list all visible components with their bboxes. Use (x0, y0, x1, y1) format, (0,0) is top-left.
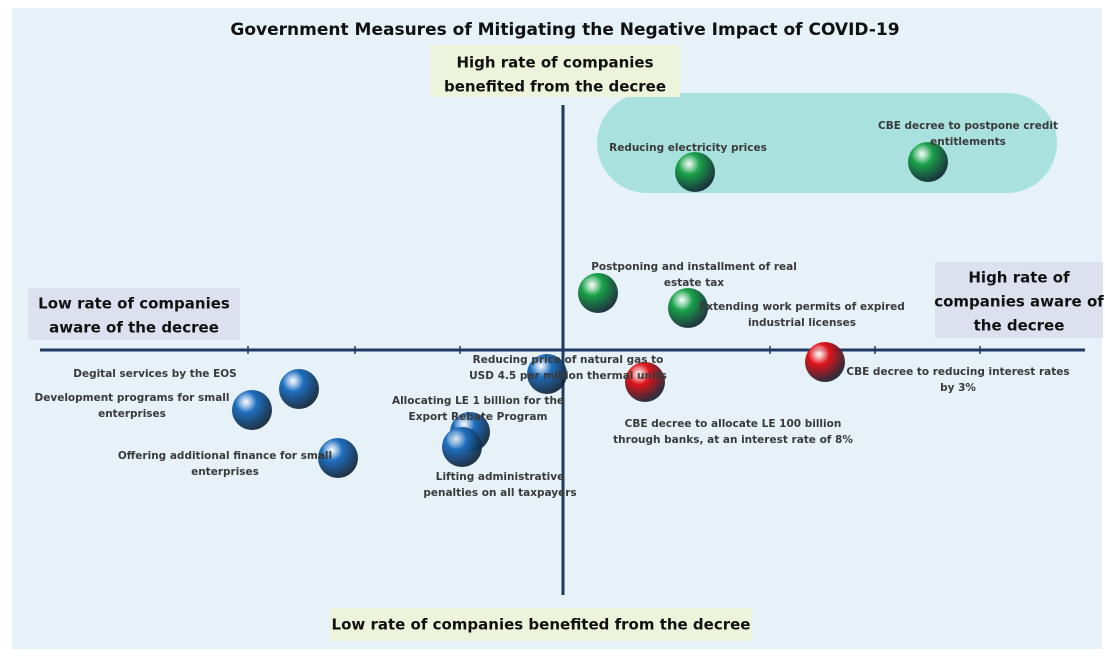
node-label: Development programs for small (35, 392, 230, 404)
node-sphere (668, 288, 708, 328)
node-label: Offering additional finance for small (118, 450, 332, 462)
node-label: enterprises (191, 466, 259, 478)
quadrant-label: High rate of companies (456, 54, 653, 72)
node-label: penalties on all taxpayers (423, 487, 576, 499)
label-box (935, 262, 1103, 338)
node-label: Reducing electricity prices (609, 142, 767, 154)
label-box (430, 45, 680, 97)
quadrant-label: benefited from the decree (444, 78, 666, 96)
node-sphere (442, 427, 482, 467)
node-label: CBE decree to allocate LE 100 billion (625, 418, 842, 430)
quadrant-label: the decree (974, 317, 1065, 335)
node-sphere (625, 362, 665, 402)
label-box (28, 288, 240, 340)
node-label: Extending work permits of expired (699, 301, 905, 313)
node-label: Reducing price of natural gas to (473, 354, 664, 366)
node-label: USD 4.5 per million thermal units (469, 370, 667, 382)
node-sphere (232, 390, 272, 430)
node-sphere (527, 354, 567, 394)
quadrant-label: High rate of (968, 269, 1070, 287)
node-label: Lifting administrative (436, 471, 564, 483)
node-label: through banks, at an interest rate of 8% (613, 434, 853, 446)
node-sphere (675, 152, 715, 192)
node-label: Postponing and installment of real (591, 261, 797, 273)
quadrant-label: Low rate of companies (38, 295, 230, 313)
node-label: CBE decree to reducing interest rates (846, 366, 1069, 378)
quadrant-label: aware of the decree (49, 319, 219, 337)
node-sphere (578, 273, 618, 313)
node-sphere (908, 142, 948, 182)
node-sphere (279, 369, 319, 409)
axis-ticks (247, 346, 981, 354)
node-sphere (805, 342, 845, 382)
node-label: enterprises (98, 408, 166, 420)
quadrant-label: Low rate of companies benefited from the… (332, 616, 751, 634)
chart-title: Government Measures of Mitigating the Ne… (230, 20, 899, 40)
node-sphere (318, 438, 358, 478)
node-label: entitlements (930, 136, 1006, 148)
node-label: estate tax (664, 277, 724, 289)
node-label: CBE decree to postpone credit (878, 120, 1058, 132)
node-label: industrial licenses (748, 317, 856, 329)
node-label: by 3% (940, 382, 976, 394)
quadrant-label: companies aware of (934, 293, 1104, 311)
node-label: Degital services by the EOS (73, 368, 237, 380)
node-label: Allocating LE 1 billion for the (392, 395, 564, 407)
label-box (330, 608, 752, 641)
node-label: Export Rebate Program (409, 411, 548, 423)
